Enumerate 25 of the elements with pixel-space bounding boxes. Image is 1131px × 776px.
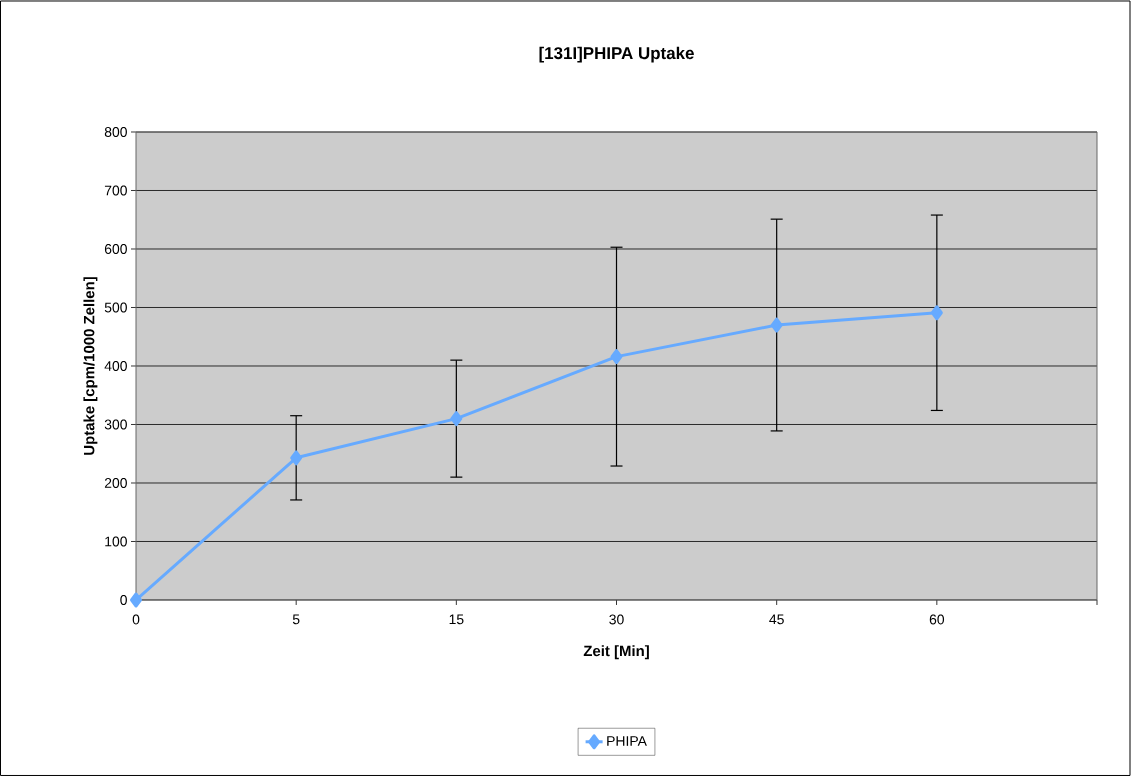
y-axis-title: Uptake [cpm/1000 Zellen] [83,277,98,455]
y-tick-label: 600 [104,244,127,254]
x-axis-title: Zeit [Min] [583,645,649,660]
y-tick-label: 0 [120,595,127,605]
y-tick-label: 500 [104,302,127,313]
x-tick-label: 30 [609,614,624,625]
y-tick-label: 800 [104,127,127,137]
y-tick-label: 100 [105,536,127,547]
point [290,450,303,466]
y-tick-label: 400 [104,361,127,371]
x-tick-label: 0 [132,614,140,625]
chart-title: [131I]PHIPA Uptake [539,46,694,63]
y-tick-label: 300 [104,419,127,430]
x-tick-label: 15 [449,614,464,625]
point [930,305,943,321]
x-tick-label: 45 [769,614,784,625]
x-tick-label: 60 [929,614,945,625]
x-tick-label: 5 [292,614,300,625]
legend-label: PHIPA [607,736,647,746]
y-tick-label: 700 [104,185,127,196]
point [770,317,783,333]
point [450,411,463,427]
point [130,592,143,608]
point [610,349,623,365]
y-tick-label: 200 [104,478,127,488]
